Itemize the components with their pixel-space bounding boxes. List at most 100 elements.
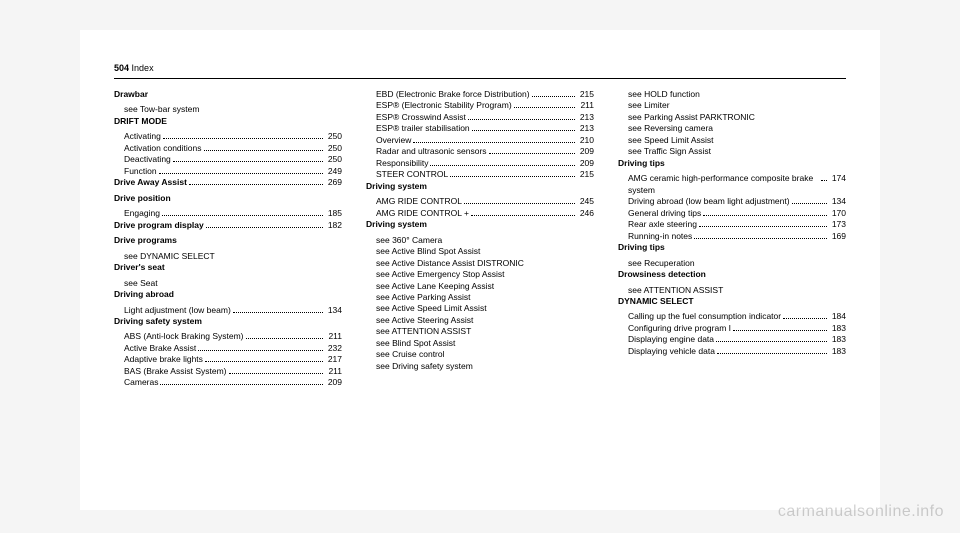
index-heading: Drive position <box>114 193 342 204</box>
see-reference: see Active Lane Keeping Assist <box>366 281 594 292</box>
entry-label: EBD (Electronic Brake force Distribu­tio… <box>376 89 530 100</box>
heading-text: Driving safety system <box>114 316 342 327</box>
leader-dots <box>163 133 323 139</box>
index-entry: STEER CONTROL 215 <box>366 169 594 180</box>
page-container: 504 Index Drawbarsee Tow-bar systemDRIFT… <box>80 30 880 510</box>
leader-dots <box>173 156 323 162</box>
leader-dots <box>162 210 323 216</box>
index-entry: Displaying vehicle data183 <box>618 346 846 357</box>
entry-label: STEER CONTROL <box>376 169 448 180</box>
index-heading: Drive programs <box>114 235 342 246</box>
index-entry: Active Brake Assist232 <box>114 343 342 354</box>
entry-page: 269 <box>325 177 342 188</box>
see-reference: see Speed Limit Assist <box>618 135 846 146</box>
entry-label: AMG ceramic high-performance com­posite … <box>628 173 819 196</box>
leader-dots <box>450 171 575 177</box>
index-entry: Configuring drive program I183 <box>618 323 846 334</box>
index-entry: Activation conditions 250 <box>114 143 342 154</box>
entry-page: 185 <box>325 208 342 219</box>
entry-page: 182 <box>325 220 342 231</box>
index-heading: Driving tips <box>618 242 846 253</box>
entry-page: 183 <box>829 346 846 357</box>
section-title: Index <box>132 63 154 73</box>
index-entry: Responsibility209 <box>366 158 594 169</box>
leader-dots <box>205 356 323 362</box>
see-reference: see Active Parking Assist <box>366 292 594 303</box>
leader-dots <box>472 125 575 131</box>
entry-label: Driving abroad (low beam light adjust­me… <box>628 196 790 207</box>
entry-page: 211 <box>577 100 594 111</box>
index-entry: Deactivating250 <box>114 154 342 165</box>
leader-dots <box>160 379 322 385</box>
index-entry: Displaying engine data183 <box>618 334 846 345</box>
entry-label: Calling up the fuel consumption indi­cat… <box>628 311 781 322</box>
index-entry: ABS (Anti-lock Braking System)211 <box>114 331 342 342</box>
leader-dots <box>694 233 827 239</box>
index-heading: Driving abroad <box>114 289 342 300</box>
entry-page: 246 <box>577 208 594 219</box>
entry-label: Displaying engine data <box>628 334 714 345</box>
heading-text: DRIFT MODE <box>114 116 342 127</box>
leader-dots <box>159 168 323 174</box>
index-heading: Driving system <box>366 181 594 192</box>
leader-dots <box>532 91 575 97</box>
entry-label: Overview <box>376 135 411 146</box>
index-entry: Engaging 185 <box>114 208 342 219</box>
entry-label: ESP® Crosswind Assist <box>376 112 466 123</box>
entry-page: 215 <box>577 169 594 180</box>
entry-label: Activation conditions <box>124 143 202 154</box>
index-entry: ESP® Crosswind Assist 213 <box>366 112 594 123</box>
heading-text: DYNAMIC SELECT <box>618 296 846 307</box>
index-entry: ESP® (Electronic Stability Program) 211 <box>366 100 594 111</box>
heading-text: Drive position <box>114 193 342 204</box>
entry-label: ESP® (Electronic Stability Program) <box>376 100 512 111</box>
entry-page: 174 <box>829 173 846 184</box>
index-heading: Driving system <box>366 219 594 230</box>
leader-dots <box>699 221 827 227</box>
leader-dots <box>703 210 827 216</box>
see-reference: see Seat <box>114 278 342 289</box>
entry-label: BAS (Brake Assist System) <box>124 366 227 377</box>
entry-page: 217 <box>325 354 342 365</box>
index-heading-with-page: Drive program display 182 <box>114 220 342 231</box>
index-entry: ESP® trailer stabilisation213 <box>366 123 594 134</box>
index-heading: Driver's seat <box>114 262 342 273</box>
entry-page: 232 <box>325 343 342 354</box>
see-reference: see ATTENTION ASSIST <box>618 285 846 296</box>
index-heading: Driving safety system <box>114 316 342 327</box>
index-column-1: Drawbarsee Tow-bar systemDRIFT MODEActiv… <box>114 89 342 389</box>
index-heading: DRIFT MODE <box>114 116 342 127</box>
heading-text: Drive program display <box>114 220 204 231</box>
entry-page: 250 <box>325 131 342 142</box>
page-header: 504 Index <box>114 58 846 79</box>
leader-dots <box>468 114 575 120</box>
see-reference: see Active Distance Assist DISTRONIC <box>366 258 594 269</box>
leader-dots <box>464 198 575 204</box>
index-entry: Running-in notes169 <box>618 231 846 242</box>
entry-page: 183 <box>829 323 846 334</box>
see-reference: see Blind Spot Assist <box>366 338 594 349</box>
index-entry: EBD (Electronic Brake force Distribu­tio… <box>366 89 594 100</box>
leader-dots <box>733 325 827 331</box>
leader-dots <box>189 179 323 185</box>
index-entry: Function249 <box>114 166 342 177</box>
entry-page: 213 <box>577 112 594 123</box>
entry-label: General driving tips <box>628 208 701 219</box>
entry-label: Radar and ultrasonic sensors <box>376 146 487 157</box>
index-entry: Cameras209 <box>114 377 342 388</box>
entry-page: 250 <box>325 143 342 154</box>
index-entry: Radar and ultrasonic sensors209 <box>366 146 594 157</box>
entry-label: AMG RIDE CONTROL <box>376 196 462 207</box>
heading-text: Drowsiness detection <box>618 269 846 280</box>
index-entry: Adaptive brake lights 217 <box>114 354 342 365</box>
index-heading: DYNAMIC SELECT <box>618 296 846 307</box>
entry-page: 215 <box>577 89 594 100</box>
index-heading: Driving tips <box>618 158 846 169</box>
entry-label: Adaptive brake lights <box>124 354 203 365</box>
entry-label: Responsibility <box>376 158 428 169</box>
entry-page: 209 <box>325 377 342 388</box>
leader-dots <box>430 160 574 166</box>
entry-page: 213 <box>577 123 594 134</box>
heading-text: Driving tips <box>618 158 846 169</box>
entry-label: Engaging <box>124 208 160 219</box>
